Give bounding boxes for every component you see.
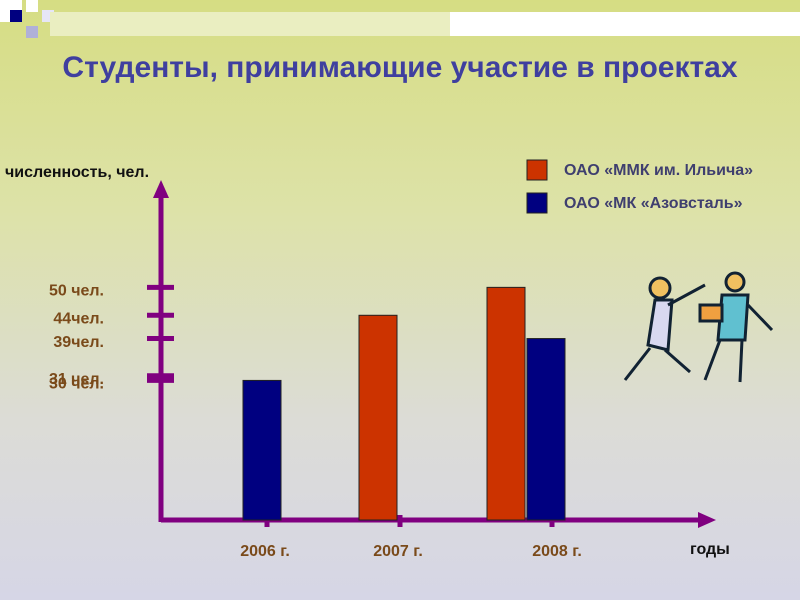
x-axis-label: годы — [690, 541, 730, 558]
decor — [26, 26, 38, 38]
y-axis-arrow — [153, 180, 169, 198]
bar — [242, 379, 282, 521]
x-tick-label: 2006 г. — [240, 543, 290, 560]
legend-label: ОАО «МК «Азовсталь» — [564, 195, 743, 212]
x-axis-arrow — [698, 512, 716, 528]
y-tick-label: 30 чел. — [49, 376, 104, 393]
y-tick-label: 50 чел. — [49, 283, 104, 300]
decor-bar — [50, 12, 450, 36]
chart-title: Студенты, принимающие участие в проектах — [62, 51, 738, 84]
legend-label: ОАО «ММК им. Ильича» — [564, 162, 753, 179]
y-tick-label: 44чел. — [53, 310, 104, 327]
y-tick-label: 31 чел. — [49, 371, 104, 388]
bar — [486, 286, 526, 521]
x-tick-label: 2008 г. — [532, 543, 582, 560]
clip-art — [623, 271, 774, 383]
legend-swatch — [526, 159, 548, 181]
bar — [526, 338, 566, 521]
x-tick-label: 2007 г. — [373, 543, 423, 560]
y-tick-label: 39чел. — [53, 334, 104, 351]
decor — [10, 10, 22, 22]
decor — [26, 0, 38, 12]
y-axis-label: численность, чел. — [4, 164, 150, 181]
bar — [358, 314, 398, 521]
legend-swatch — [526, 192, 548, 214]
